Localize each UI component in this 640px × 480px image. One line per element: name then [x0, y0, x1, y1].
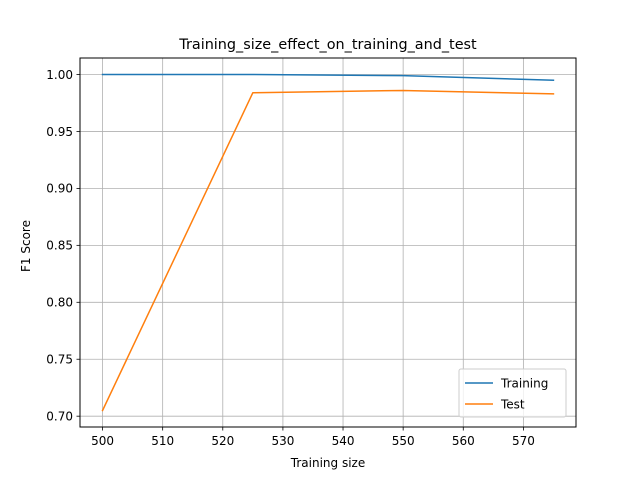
x-tick-label: 570 [512, 434, 535, 448]
x-tick-label: 500 [91, 434, 114, 448]
y-tick-label: 0.75 [46, 353, 73, 367]
y-axis-ticks: 0.70 0.75 0.80 0.85 0.90 0.95 1.00 [46, 68, 80, 423]
y-tick-label: 1.00 [46, 68, 73, 82]
x-tick-label: 560 [452, 434, 475, 448]
grid [80, 58, 576, 427]
legend-label: Training [500, 376, 548, 390]
x-tick-label: 530 [271, 434, 294, 448]
x-tick-label: 520 [211, 434, 234, 448]
x-tick-label: 550 [392, 434, 415, 448]
y-tick-label: 0.80 [46, 296, 73, 310]
x-axis-label: Training size [290, 456, 365, 470]
series-line-test [101, 89, 555, 412]
x-axis-ticks: 500 510 520 530 540 550 560 570 [91, 427, 535, 448]
plot-frame [79, 57, 577, 428]
x-tick-label: 540 [332, 434, 355, 448]
series-lines [101, 73, 555, 412]
chart-title: Training_size_effect_on_training_and_tes… [178, 37, 477, 53]
y-tick-label: 0.95 [46, 125, 73, 139]
x-tick-label: 510 [151, 434, 174, 448]
legend-box [458, 368, 567, 418]
y-axis-label: F1 Score [19, 220, 33, 272]
series-line-training [101, 73, 555, 81]
legend: Training Test [458, 368, 567, 418]
y-tick-label: 0.90 [46, 182, 73, 196]
y-tick-label: 0.85 [46, 239, 73, 253]
legend-label: Test [500, 397, 525, 411]
y-tick-label: 0.70 [46, 409, 73, 423]
